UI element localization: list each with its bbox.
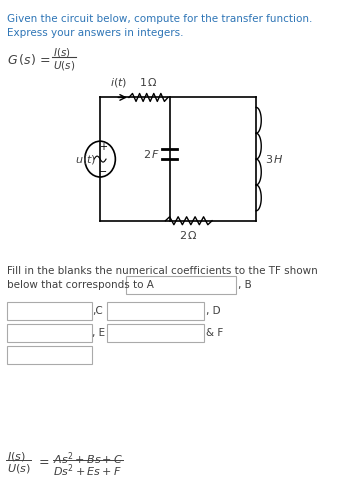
- Text: , D: , D: [206, 306, 221, 316]
- Text: & F: & F: [206, 328, 223, 338]
- Text: +: +: [98, 142, 107, 152]
- Text: $Ds^2+Es+F$: $Ds^2+Es+F$: [53, 462, 122, 479]
- Text: below that corresponds to A: below that corresponds to A: [7, 281, 154, 290]
- FancyBboxPatch shape: [126, 276, 236, 294]
- FancyBboxPatch shape: [7, 324, 92, 342]
- Text: Express your answers in integers.: Express your answers in integers.: [7, 28, 183, 38]
- Text: Given the circuit below, compute for the transfer function.: Given the circuit below, compute for the…: [7, 14, 312, 24]
- Text: , B: , B: [238, 281, 252, 290]
- FancyBboxPatch shape: [7, 346, 92, 364]
- FancyBboxPatch shape: [107, 302, 205, 320]
- Text: −: −: [98, 167, 107, 177]
- Text: $2\,\Omega$: $2\,\Omega$: [179, 228, 198, 241]
- Text: $2\,F$: $2\,F$: [143, 148, 160, 160]
- Text: $I(s)$: $I(s)$: [7, 451, 26, 463]
- Text: $u(t)$: $u(t)$: [75, 153, 96, 166]
- Text: $3\,H$: $3\,H$: [265, 153, 284, 165]
- Text: $As^2+Bs+C$: $As^2+Bs+C$: [53, 451, 124, 467]
- Text: $G\,(s)\,=$: $G\,(s)\,=$: [7, 52, 51, 67]
- Text: Fill in the blanks the numerical coefficients to the TF shown: Fill in the blanks the numerical coeffic…: [7, 267, 317, 276]
- Text: , E: , E: [92, 328, 106, 338]
- Text: ,C: ,C: [92, 306, 103, 316]
- FancyBboxPatch shape: [7, 302, 92, 320]
- Text: $i(t)$: $i(t)$: [110, 76, 128, 89]
- Text: $U(s)$: $U(s)$: [53, 58, 75, 71]
- Text: $U(s)$: $U(s)$: [7, 462, 30, 475]
- FancyBboxPatch shape: [107, 324, 205, 342]
- Text: $1\,\Omega$: $1\,\Omega$: [139, 75, 158, 87]
- Text: $I(s)$: $I(s)$: [53, 46, 70, 59]
- Text: $=$: $=$: [37, 454, 50, 467]
